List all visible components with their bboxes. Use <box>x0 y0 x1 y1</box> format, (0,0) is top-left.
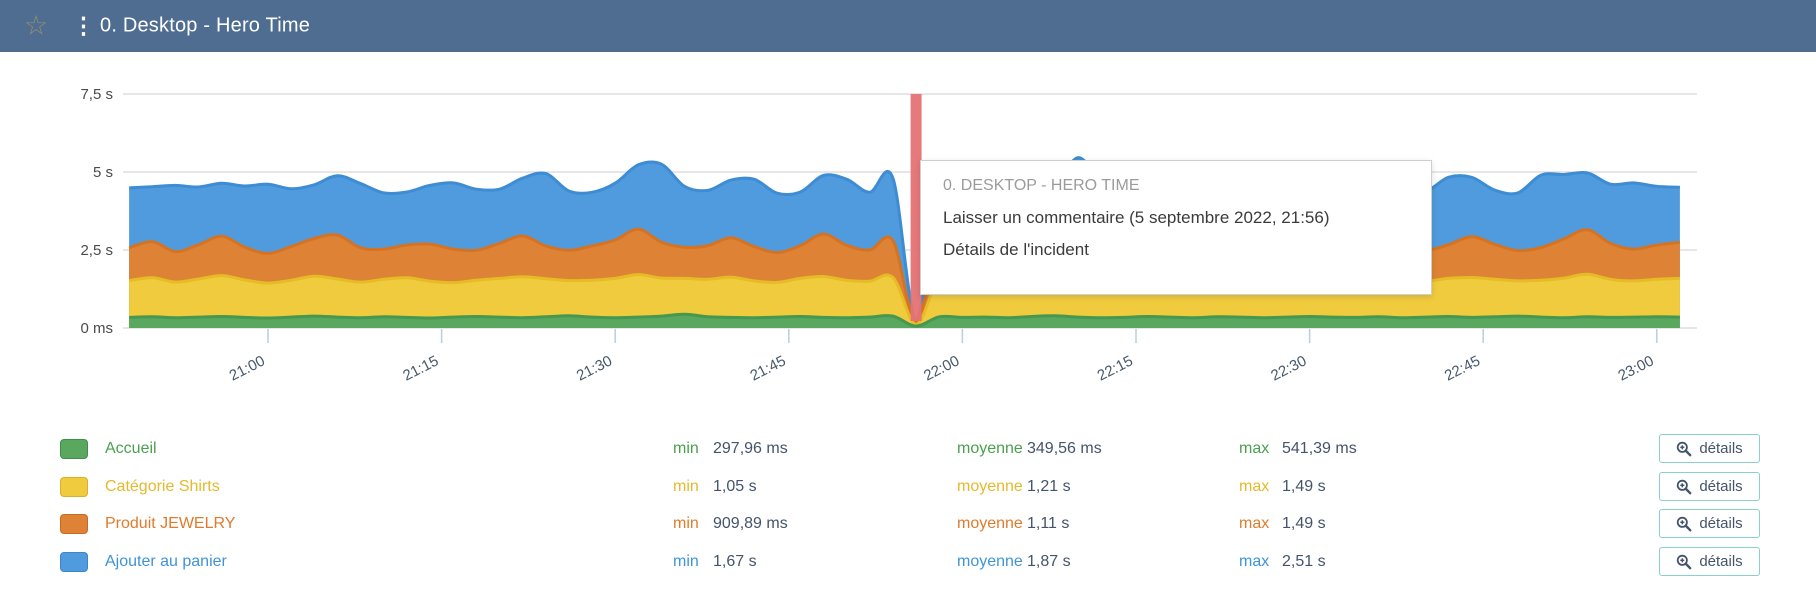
tooltip-monitor-title: 0. DESKTOP - HERO TIME <box>943 177 1140 194</box>
x-axis-tick-label: 23:00 <box>1615 352 1656 384</box>
details-button-label: détails <box>1699 440 1743 457</box>
max-value: 2,51 s <box>1282 553 1326 570</box>
max-label: max <box>1239 553 1270 570</box>
details-button[interactable]: détails <box>1659 434 1760 463</box>
min-value: 1,05 s <box>713 478 757 495</box>
max-value: 1,49 s <box>1282 478 1326 495</box>
series-name[interactable]: Accueil <box>105 440 157 457</box>
min-label: min <box>673 553 699 570</box>
legend-row-ajouter-au-panier: Ajouter au panier min 1,67 s moyenne 1,8… <box>0 547 1816 577</box>
x-axis-tick-label: 22:45 <box>1442 352 1483 384</box>
magnifier-plus-icon <box>1677 516 1692 531</box>
x-axis-tick-label: 21:45 <box>747 352 788 384</box>
incident-marker[interactable] <box>910 94 922 321</box>
moyenne-value: 1,21 s <box>1027 478 1071 495</box>
kebab-menu-icon[interactable]: ⋮ <box>72 12 95 39</box>
x-axis: 21:00 21:15 21:30 21:45 22:00 22:15 22:30 22:45… <box>227 329 1658 385</box>
details-button[interactable]: détails <box>1659 472 1760 501</box>
tile-title: 0. Desktop - Hero Time <box>100 14 311 37</box>
min-label: min <box>673 478 699 495</box>
response-time-stacked-area-chart[interactable]: 0 ms 2,5 s 5 s 7,5 s 21:00 21:15 21:30 21:45 22:… <box>0 52 1816 412</box>
max-label: max <box>1239 515 1270 532</box>
magnifier-plus-icon <box>1677 479 1692 494</box>
moyenne-label: moyenne <box>957 515 1023 532</box>
series-color-swatch <box>60 514 88 534</box>
max-value: 541,39 ms <box>1282 440 1357 457</box>
stacked-areas <box>128 156 1681 328</box>
y-axis-tick-label: 0 ms <box>80 320 113 337</box>
details-button-label: détails <box>1699 515 1743 532</box>
min-value: 909,89 ms <box>713 515 788 532</box>
x-axis-tick-label: 22:30 <box>1268 352 1309 384</box>
moyenne-label: moyenne <box>957 478 1023 495</box>
tile-header: ☆ ⋮ 0. Desktop - Hero Time <box>0 0 1816 52</box>
x-axis-tick-label: 21:30 <box>574 352 615 384</box>
magnifier-plus-icon <box>1677 554 1692 569</box>
series-name[interactable]: Catégorie Shirts <box>105 478 220 495</box>
details-button[interactable]: détails <box>1659 547 1760 576</box>
min-value: 1,67 s <box>713 553 757 570</box>
max-label: max <box>1239 440 1270 457</box>
series-color-swatch <box>60 552 88 572</box>
moyenne-label: moyenne <box>957 440 1023 457</box>
incident-tooltip: 0. DESKTOP - HERO TIME Laisser un commen… <box>920 160 1432 295</box>
magnifier-plus-icon <box>1677 441 1692 456</box>
details-button-label: détails <box>1699 478 1743 495</box>
series-name[interactable]: Ajouter au panier <box>105 553 227 570</box>
series-name[interactable]: Produit JEWELRY <box>105 515 236 532</box>
moyenne-value: 1,11 s <box>1027 515 1070 532</box>
moyenne-label: moyenne <box>957 553 1023 570</box>
details-button-label: détails <box>1699 553 1743 570</box>
y-axis-tick-label: 5 s <box>93 164 113 181</box>
tooltip-add-comment-link[interactable]: Laisser un commentaire (5 septembre 2022… <box>943 208 1330 227</box>
x-axis-tick-label: 21:00 <box>227 352 268 384</box>
series-color-swatch <box>60 439 88 459</box>
tooltip-incident-details-link[interactable]: Détails de l'incident <box>943 240 1089 259</box>
x-axis-tick-label: 22:00 <box>921 352 962 384</box>
moyenne-value: 349,56 ms <box>1027 440 1102 457</box>
y-axis-tick-label: 2,5 s <box>80 242 113 259</box>
max-label: max <box>1239 478 1270 495</box>
min-label: min <box>673 440 699 457</box>
y-axis-tick-label: 7,5 s <box>80 86 113 103</box>
min-label: min <box>673 515 699 532</box>
x-axis-tick-label: 22:15 <box>1095 352 1136 384</box>
favorite-star-icon[interactable]: ☆ <box>24 10 49 41</box>
max-value: 1,49 s <box>1282 515 1326 532</box>
moyenne-value: 1,87 s <box>1027 553 1071 570</box>
legend-row-categorie-shirts: Catégorie Shirts min 1,05 s moyenne 1,21… <box>0 472 1816 502</box>
x-axis-tick-label: 21:15 <box>400 352 441 384</box>
min-value: 297,96 ms <box>713 440 788 457</box>
legend-row-produit-jewelry: Produit JEWELRY min 909,89 ms moyenne 1,… <box>0 509 1816 539</box>
series-color-swatch <box>60 477 88 497</box>
legend-row-accueil: Accueil min 297,96 ms moyenne 349,56 ms … <box>0 434 1816 464</box>
details-button[interactable]: détails <box>1659 509 1760 538</box>
